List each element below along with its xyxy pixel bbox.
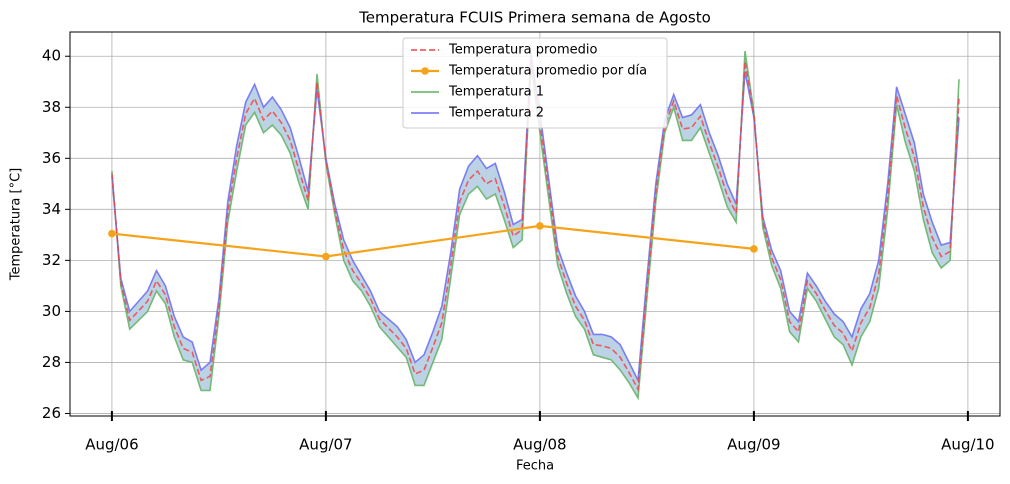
x-tick-label: Aug/08: [513, 436, 566, 454]
y-tick-label: 38: [42, 98, 61, 116]
legend-marker: [421, 67, 429, 75]
y-tick-label: 34: [42, 200, 61, 218]
y-tick-label: 40: [42, 47, 61, 65]
x-tick-label: Aug/09: [727, 436, 780, 454]
y-tick-label: 32: [42, 251, 61, 269]
legend-box: [402, 37, 668, 129]
marker: [108, 229, 116, 238]
legend-label: Temperatura promedio: [448, 43, 598, 58]
plot-frame: [69, 31, 1001, 417]
range-fill: [111, 51, 959, 399]
y-axis-label: Temperatura [°C]: [9, 168, 24, 281]
y-tick-label: 36: [42, 149, 61, 167]
legend-label: Temperatura 1: [448, 85, 544, 100]
y-tick-label: 28: [42, 353, 61, 371]
legend-label: Temperatura 2: [448, 106, 544, 121]
y-tick-label: 30: [42, 302, 61, 320]
marker: [322, 252, 330, 261]
legend-label: Temperatura promedio por día: [448, 64, 647, 79]
chart-title: Temperatura FCUIS Primera semana de Agos…: [358, 9, 711, 27]
series-line: [111, 224, 755, 258]
marker: [536, 222, 544, 230]
x-axis-label: Fecha: [516, 459, 554, 474]
x-tick-label: Aug/06: [85, 436, 138, 454]
x-tick-label: Aug/07: [299, 436, 352, 454]
x-tick-label: Aug/10: [941, 436, 994, 454]
y-tick-label: 26: [42, 404, 61, 422]
marker: [750, 245, 758, 253]
